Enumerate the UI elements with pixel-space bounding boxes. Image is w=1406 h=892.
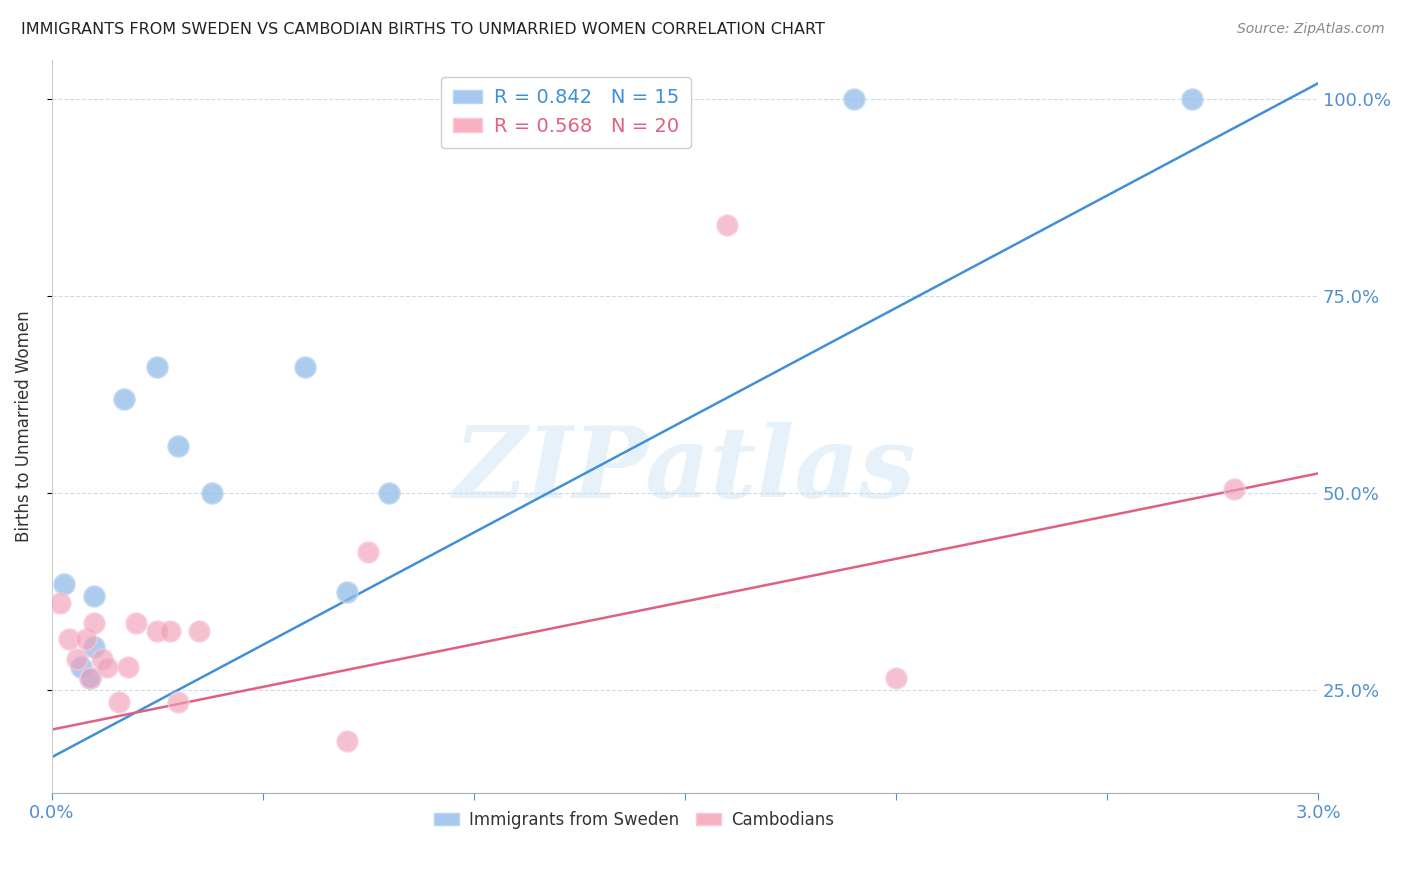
Text: ZIPatlas: ZIPatlas (454, 422, 917, 518)
Point (716, 218, 738, 232)
Point (336, 584, 359, 599)
Point (83, 640, 105, 654)
Point (79, 671, 101, 685)
Point (112, 392, 135, 406)
Point (336, 734, 359, 748)
Point (201, 486, 224, 500)
Point (1222, 482, 1244, 496)
Point (75, 632, 97, 646)
Point (146, 624, 169, 638)
Point (66, 651, 89, 665)
Point (83, 589, 105, 603)
Point (159, 624, 181, 638)
Point (53, 576, 76, 591)
Point (108, 695, 131, 709)
Point (91, 651, 114, 665)
Point (294, 359, 316, 374)
Point (842, 92, 865, 106)
Point (146, 359, 169, 374)
Point (49, 597, 72, 611)
Point (357, 545, 380, 559)
Point (96, 659, 118, 673)
Point (188, 624, 211, 638)
Point (117, 659, 139, 673)
Text: Source: ZipAtlas.com: Source: ZipAtlas.com (1237, 22, 1385, 37)
Point (70, 659, 93, 673)
Point (589, 92, 612, 106)
Point (378, 486, 401, 500)
Point (884, 671, 907, 685)
Point (1180, 92, 1202, 106)
Point (125, 616, 148, 631)
Text: IMMIGRANTS FROM SWEDEN VS CAMBODIAN BIRTHS TO UNMARRIED WOMEN CORRELATION CHART: IMMIGRANTS FROM SWEDEN VS CAMBODIAN BIRT… (21, 22, 825, 37)
Point (83, 616, 105, 631)
Point (58, 632, 80, 646)
Point (167, 695, 190, 709)
Legend: Immigrants from Sweden, Cambodians: Immigrants from Sweden, Cambodians (427, 805, 841, 836)
Point (79, 671, 101, 685)
Point (167, 439, 190, 453)
Y-axis label: Births to Unmarried Women: Births to Unmarried Women (15, 310, 32, 542)
